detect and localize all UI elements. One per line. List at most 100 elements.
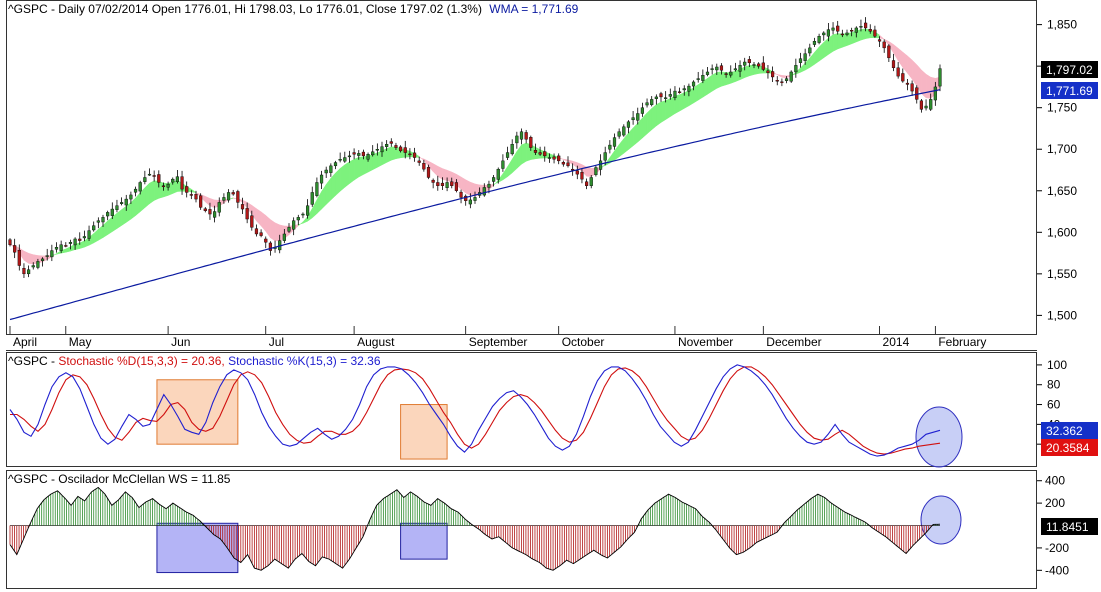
cloud-segment xyxy=(656,101,662,127)
candle xyxy=(236,191,240,203)
candle xyxy=(459,191,463,198)
candle xyxy=(371,151,375,156)
cloud-segment xyxy=(851,30,857,45)
candle xyxy=(826,29,830,37)
month-label: April xyxy=(13,335,37,349)
stochastic-k-line xyxy=(9,364,941,457)
candle xyxy=(738,65,742,72)
candle xyxy=(780,81,784,83)
candle xyxy=(533,150,538,153)
cloud-segment xyxy=(386,146,392,163)
candle xyxy=(859,26,863,28)
candle xyxy=(175,176,179,182)
candle xyxy=(873,29,877,37)
price-tick-label: 1,600 xyxy=(1047,225,1077,239)
candle xyxy=(654,96,658,99)
cloud-segment xyxy=(121,205,127,226)
stochastic-k-label: Stochastic %K(15,3) xyxy=(228,354,337,368)
cloud-segment xyxy=(353,156,359,181)
candle xyxy=(389,141,393,144)
candle xyxy=(594,167,598,176)
candle xyxy=(598,160,603,170)
cloud-segment xyxy=(158,180,164,199)
candle xyxy=(538,152,542,155)
candle xyxy=(789,71,793,82)
candle xyxy=(208,209,212,215)
cloud-segment xyxy=(586,166,592,177)
month-label: November xyxy=(678,335,733,349)
candle xyxy=(27,269,31,275)
candle xyxy=(319,174,324,184)
candle xyxy=(417,160,421,163)
candle xyxy=(347,155,352,158)
candle xyxy=(82,236,86,239)
candle xyxy=(552,156,556,160)
candle xyxy=(250,215,254,228)
cloud-segment xyxy=(442,168,448,181)
candle xyxy=(524,132,528,140)
candle xyxy=(8,239,12,245)
candle xyxy=(696,78,700,80)
candle xyxy=(761,62,765,70)
candle xyxy=(687,85,691,92)
mcclellan-outline xyxy=(9,486,941,571)
candle xyxy=(924,105,928,109)
cloud-segment xyxy=(270,219,276,242)
candle xyxy=(757,63,761,67)
candle xyxy=(357,153,361,156)
cloud-segment xyxy=(697,81,704,101)
candle xyxy=(152,175,156,177)
month-label: May xyxy=(69,335,92,349)
cloud-segment xyxy=(693,84,699,104)
candle xyxy=(910,83,914,92)
cloud-segment xyxy=(860,28,866,41)
cloud-segment xyxy=(28,252,34,265)
candle xyxy=(850,30,854,32)
price-title: ^GSPC - Daily 07/02/2014 Open 1776.01, H… xyxy=(8,2,579,16)
candle xyxy=(445,182,449,188)
wma-value-tag: 1,771.69 xyxy=(1041,82,1098,99)
candle xyxy=(543,151,547,157)
cloud-segment xyxy=(665,98,671,121)
candle xyxy=(45,255,49,257)
candle xyxy=(515,135,519,144)
candle xyxy=(664,97,668,99)
candle xyxy=(771,71,775,78)
candle xyxy=(352,152,356,155)
candle xyxy=(650,99,654,105)
candle xyxy=(161,185,166,187)
candle xyxy=(626,121,631,128)
candle xyxy=(580,171,584,180)
candle xyxy=(891,60,896,69)
candle xyxy=(705,71,710,75)
cloud-segment xyxy=(684,90,690,109)
cloud-segment xyxy=(837,33,843,50)
candle xyxy=(673,90,677,98)
highlight-box xyxy=(400,522,448,560)
candle xyxy=(901,73,905,82)
stochastic-tick-label: 60 xyxy=(1047,398,1061,412)
cloud-segment xyxy=(679,92,685,112)
candle xyxy=(426,166,431,178)
candle xyxy=(403,147,407,153)
wma-label: WMA = 1,771.69 xyxy=(489,2,578,16)
cloud-segment xyxy=(209,198,215,209)
candle xyxy=(589,177,593,186)
candle xyxy=(612,137,617,147)
candle xyxy=(482,187,486,196)
candle xyxy=(96,220,100,223)
candle xyxy=(608,144,612,150)
highlight-circle xyxy=(920,495,962,545)
candle xyxy=(73,238,77,246)
candle xyxy=(240,204,245,210)
candle xyxy=(701,75,705,81)
candle xyxy=(468,199,472,205)
price-tick-label: 1,700 xyxy=(1047,142,1077,156)
candle xyxy=(561,161,565,165)
cloud-segment xyxy=(707,74,713,95)
candle xyxy=(691,81,696,87)
candle xyxy=(450,181,454,186)
stochastic-k-value-tag: 32.362 xyxy=(1041,422,1098,439)
candle xyxy=(817,36,821,43)
